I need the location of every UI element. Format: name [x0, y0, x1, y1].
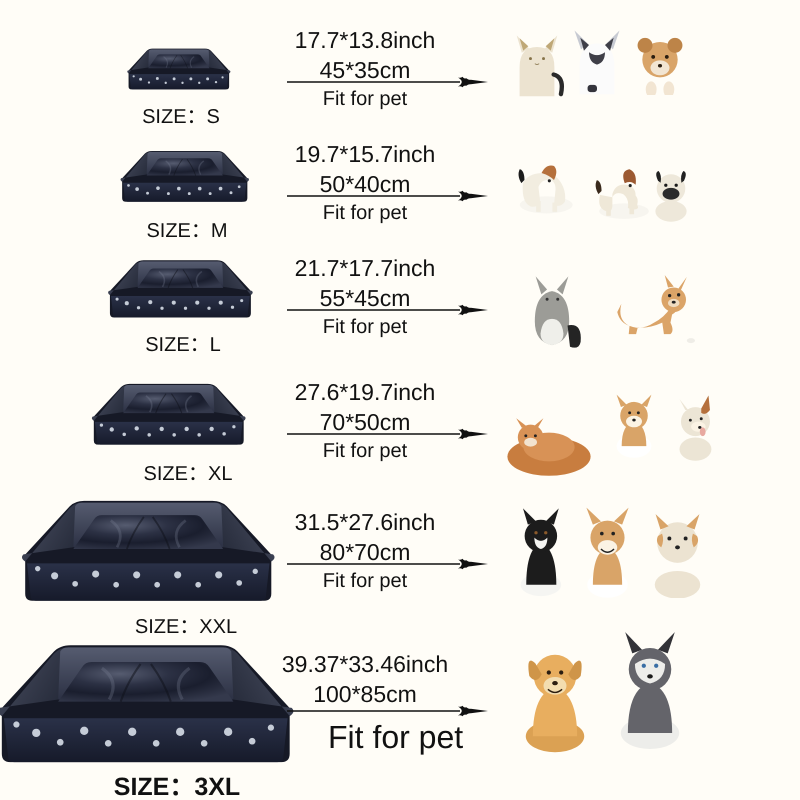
- svg-text:SIZE：S: SIZE：S: [142, 106, 220, 128]
- svg-text:Fit for pet: Fit for pet: [323, 316, 408, 338]
- svg-text:50*40cm: 50*40cm: [320, 171, 411, 197]
- svg-text:Fit for pet: Fit for pet: [323, 202, 408, 224]
- svg-text:Fit for pet: Fit for pet: [323, 440, 408, 462]
- svg-text:39.37*33.46inch: 39.37*33.46inch: [282, 651, 448, 677]
- svg-text:100*85cm: 100*85cm: [313, 681, 417, 707]
- svg-text:19.7*15.7inch: 19.7*15.7inch: [295, 141, 436, 167]
- svg-text:45*35cm: 45*35cm: [320, 57, 411, 83]
- svg-text:55*45cm: 55*45cm: [320, 285, 411, 311]
- svg-text:31.5*27.6inch: 31.5*27.6inch: [295, 509, 436, 535]
- svg-text:Fit for pet: Fit for pet: [323, 570, 408, 592]
- svg-text:SIZE：L: SIZE：L: [145, 334, 221, 356]
- svg-text:SIZE：M: SIZE：M: [146, 220, 227, 242]
- svg-text:80*70cm: 80*70cm: [320, 539, 411, 565]
- svg-text:21.7*17.7inch: 21.7*17.7inch: [295, 255, 436, 281]
- svg-text:SIZE：XL: SIZE：XL: [144, 463, 233, 485]
- svg-text:SIZE：3XL: SIZE：3XL: [114, 773, 240, 800]
- svg-text:Fit for pet: Fit for pet: [328, 719, 463, 755]
- svg-text:27.6*19.7inch: 27.6*19.7inch: [295, 379, 436, 405]
- svg-text:Fit for pet: Fit for pet: [323, 88, 408, 110]
- svg-text:70*50cm: 70*50cm: [320, 409, 411, 435]
- svg-text:17.7*13.8inch: 17.7*13.8inch: [295, 27, 436, 53]
- svg-text:SIZE：XXL: SIZE：XXL: [135, 616, 237, 638]
